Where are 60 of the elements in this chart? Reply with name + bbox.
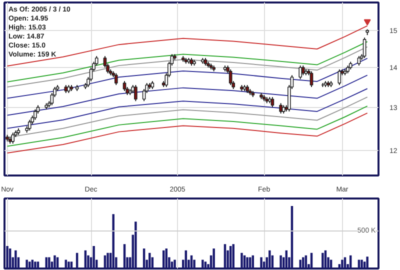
candlestick	[310, 70, 314, 88]
line-series	[6, 41, 368, 82]
candlestick	[114, 72, 118, 86]
candlestick	[228, 68, 232, 86]
bar	[360, 260, 363, 268]
line-series	[6, 112, 368, 154]
bar	[212, 248, 215, 268]
bar	[70, 262, 73, 268]
bar	[26, 260, 28, 268]
candlestick	[362, 37, 366, 58]
bar	[322, 252, 324, 268]
bar	[302, 257, 304, 268]
bar	[6, 246, 8, 268]
line-series	[6, 46, 368, 88]
bar	[260, 257, 262, 268]
bar	[68, 262, 70, 268]
candlestick	[301, 65, 305, 76]
bar	[14, 250, 17, 268]
bar	[268, 250, 271, 268]
candlestick	[11, 132, 15, 144]
candlestick	[122, 80, 126, 92]
bar	[193, 260, 196, 268]
candlestick	[357, 56, 361, 66]
bar	[48, 257, 50, 268]
bar	[299, 260, 302, 268]
bar	[262, 262, 266, 268]
line-series	[6, 106, 368, 147]
line-series	[6, 88, 368, 129]
bar	[36, 262, 40, 268]
bar	[54, 255, 56, 268]
bar	[338, 264, 341, 268]
line-series	[6, 58, 368, 99]
candlestick	[28, 119, 32, 132]
candlestick	[134, 84, 138, 102]
bar	[123, 244, 126, 268]
bar	[45, 257, 48, 268]
bar	[204, 262, 207, 268]
bar	[106, 252, 109, 268]
bar	[229, 246, 232, 268]
bar	[341, 260, 344, 268]
candlestick	[34, 108, 37, 120]
bar	[280, 255, 282, 268]
bar	[202, 260, 204, 268]
bar	[224, 244, 226, 268]
bar	[34, 262, 36, 268]
bar	[366, 256, 368, 268]
candlestick	[298, 65, 302, 80]
line-series	[6, 74, 368, 116]
bar	[134, 222, 137, 268]
candlestick	[279, 102, 282, 114]
candlestick	[270, 96, 274, 108]
bar	[246, 257, 248, 268]
bar	[174, 260, 176, 268]
bar	[232, 244, 234, 268]
bar	[112, 214, 114, 268]
bar	[92, 246, 95, 268]
bar	[28, 262, 31, 268]
bar	[240, 252, 243, 268]
bar	[148, 252, 151, 268]
bar	[170, 262, 174, 268]
